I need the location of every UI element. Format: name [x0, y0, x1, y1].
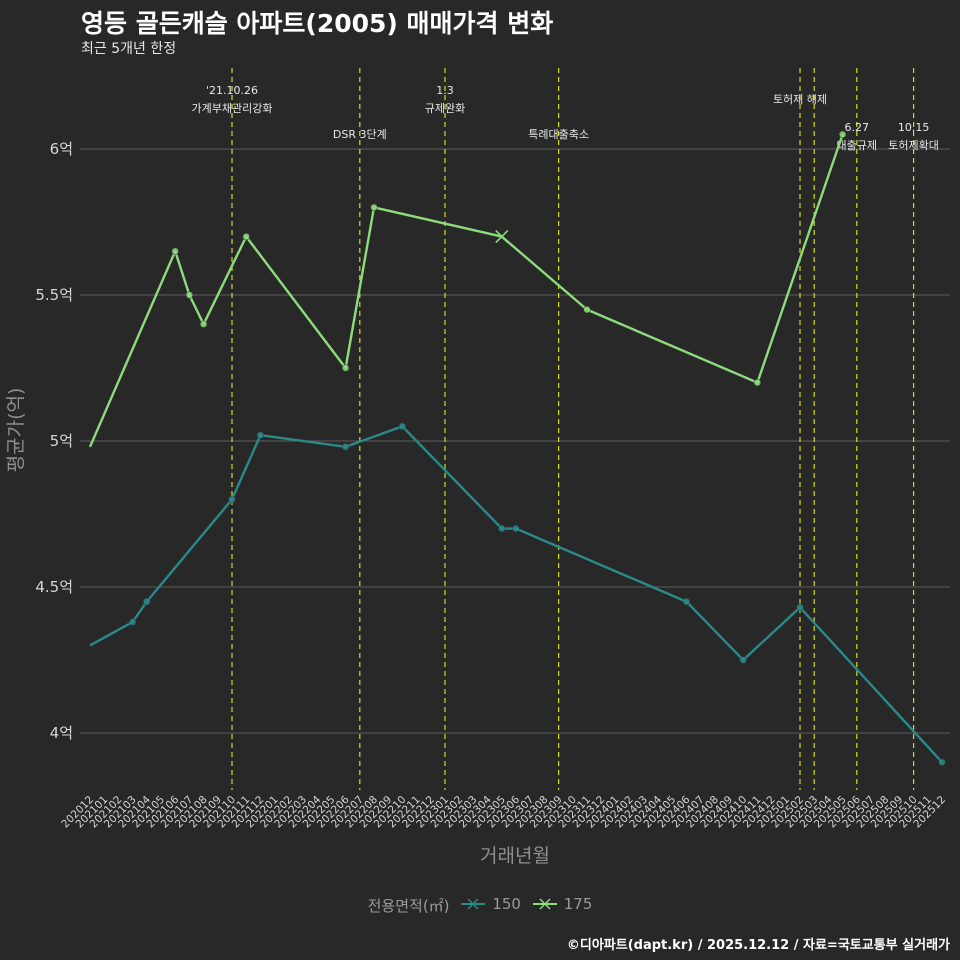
event-label: 규제완화: [425, 102, 465, 115]
event-label: 대출규제: [837, 139, 877, 152]
event-label: 특례대출축소: [528, 128, 589, 141]
data-point-175: [171, 247, 179, 255]
y-tick-label: 4억: [50, 724, 73, 742]
event-label: 가계부채관리강화: [192, 102, 273, 115]
data-point-150: [682, 597, 691, 606]
data-point-150: [341, 443, 350, 451]
event-label: '21.10.26: [206, 84, 258, 97]
legend-item-150: 150: [460, 895, 521, 913]
data-point-150: [512, 524, 520, 533]
y-tick-label: 5억: [50, 432, 73, 450]
source-caption: ©디아파트(dapt.kr) / 2025.12.12 / 자료=국토교통부 실…: [566, 938, 950, 953]
legend-label-150: 150: [492, 895, 521, 913]
legend-label-175: 175: [563, 895, 593, 913]
y-tick-label: 5.5억: [35, 286, 73, 304]
y-axis-title: 평균가(억): [5, 388, 27, 473]
event-label: 토허제 해제: [773, 92, 827, 106]
event-label: DSR 3단계: [333, 128, 387, 141]
data-point-150: [398, 422, 407, 431]
chart-subtitle: 최근 5개년 한정: [81, 41, 177, 57]
cross-stroke: [495, 230, 509, 244]
legend-key-175: [532, 898, 557, 910]
y-tick-label: 6억: [50, 140, 73, 158]
data-point-175: [242, 232, 250, 241]
data-point-175: [753, 378, 762, 387]
data-point-175: [341, 364, 350, 372]
event-label: 1.3: [436, 84, 454, 97]
data-point-150: [739, 656, 747, 664]
legend: 전용면적(㎡) 150 175: [0, 895, 960, 916]
data-point-150: [938, 758, 946, 766]
data-point-175: [583, 305, 591, 314]
data-point-cross-175: [495, 230, 509, 244]
data-point-150: [796, 603, 804, 612]
legend-item-175: 175: [532, 895, 593, 913]
x-axis-title: 거래년월: [480, 845, 550, 867]
data-point-175: [838, 130, 847, 139]
data-point-175: [185, 291, 194, 299]
series-line-175: [88, 134, 844, 448]
event-label: 토허제확대: [888, 139, 939, 152]
chart-title: 영등 골든캐슬 아파트(2005) 매매가격 변화: [81, 9, 554, 38]
legend-title: 전용면적(㎡): [367, 897, 450, 915]
data-point-175: [370, 203, 378, 212]
y-tick-label: 4.5억: [35, 578, 73, 596]
event-label: 10.15: [898, 121, 930, 134]
data-point-150: [128, 618, 137, 626]
event-label: 6.27: [845, 121, 870, 134]
data-point-150: [256, 431, 265, 439]
data-point-175: [199, 320, 208, 328]
data-point-150: [143, 597, 151, 606]
data-point-150: [228, 495, 236, 504]
legend-key-150: [461, 898, 486, 910]
data-point-150: [498, 524, 506, 533]
